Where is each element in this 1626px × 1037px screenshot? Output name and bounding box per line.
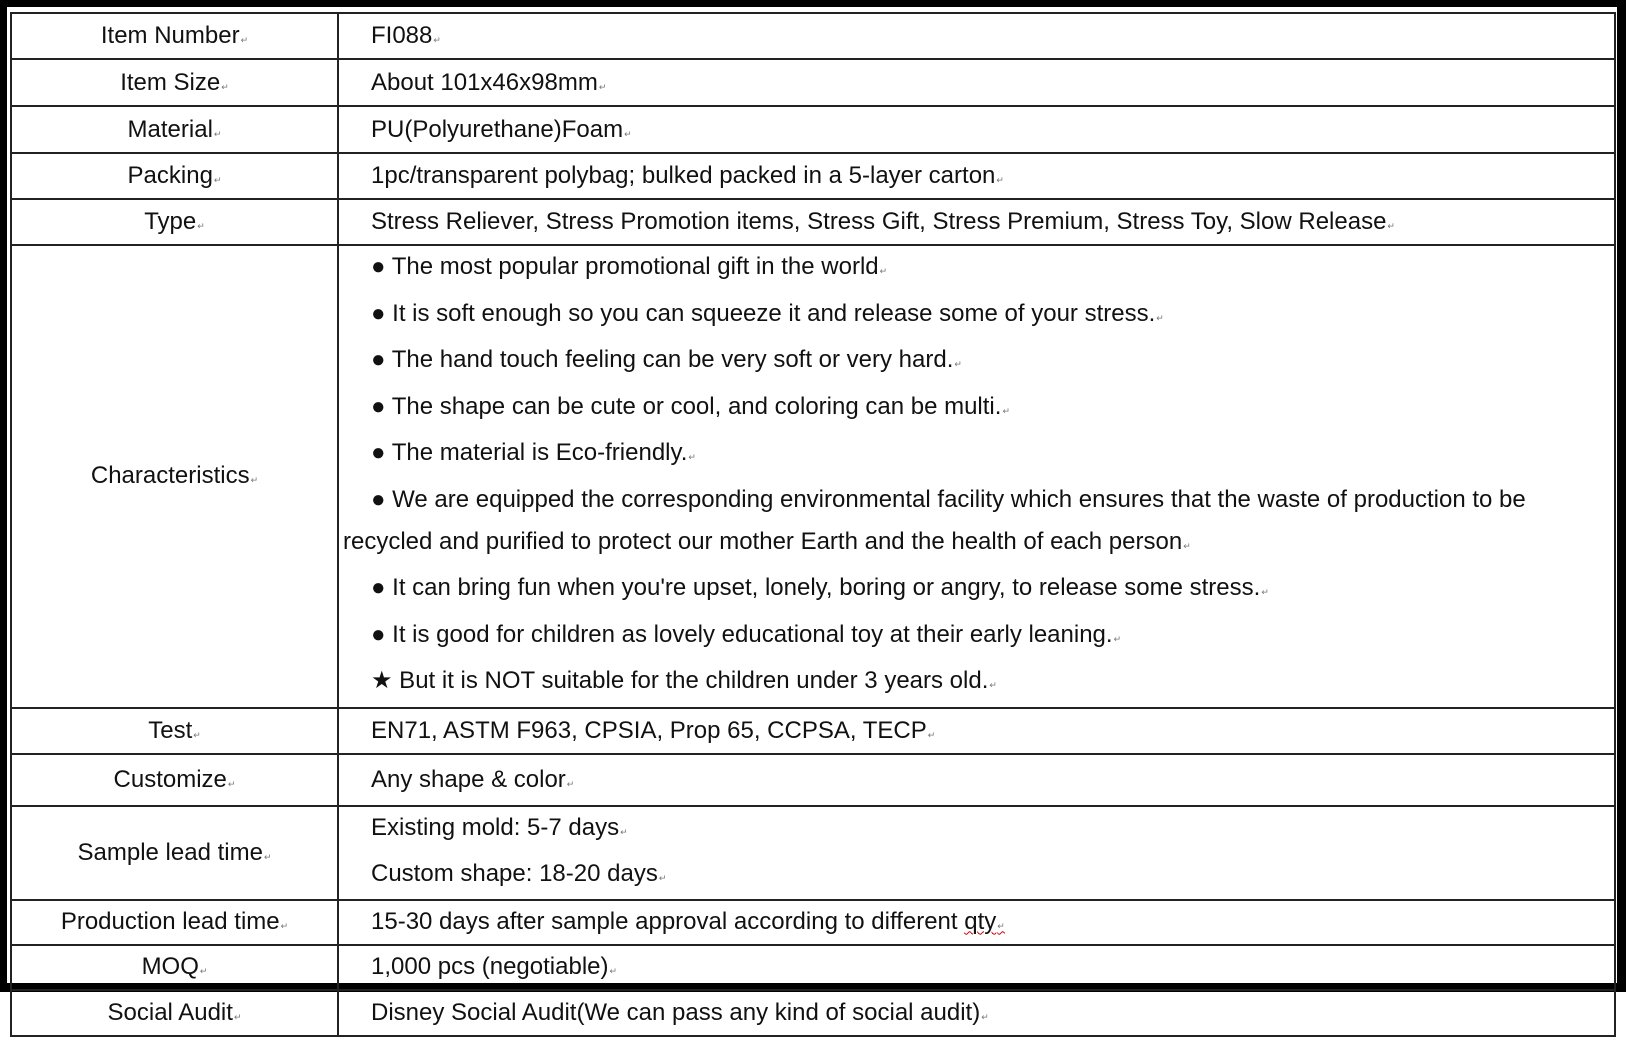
table-row: Production lead time 15-30 days after sa… (10, 898, 1616, 946)
table-row: Customize Any shape & color (10, 752, 1616, 807)
row-label: Material (10, 105, 339, 154)
production-text: 15-30 days after sample approval accordi… (371, 908, 958, 936)
row-label: Item Size (10, 58, 339, 107)
row-label: Test (10, 706, 339, 755)
production-text-tail: qty (964, 908, 1005, 935)
row-value: 1,000 pcs (negotiable) (337, 943, 1616, 991)
list-item: ● It is soft enough so you can squeeze i… (343, 293, 1614, 340)
row-value: Any shape & color (337, 752, 1616, 807)
row-value: FI088 (337, 12, 1616, 60)
row-value: 15-30 days after sample approval accordi… (337, 898, 1616, 946)
product-spec-table: Item Number FI088 Item Size About 101x46… (10, 12, 1616, 1037)
row-label: Characteristics (10, 244, 339, 709)
characteristics-list: ● The most popular promotional gift in t… (337, 244, 1616, 709)
table-row: Test EN71, ASTM F963, CPSIA, Prop 65, CC… (10, 706, 1616, 755)
row-label: Customize (10, 752, 339, 807)
row-value: Disney Social Audit(We can pass any kind… (337, 988, 1616, 1037)
row-label: Sample lead time (10, 804, 339, 901)
list-item: ● It can bring fun when you're upset, lo… (343, 567, 1614, 614)
row-label: MOQ (10, 943, 339, 991)
list-item: ● The hand touch feeling can be very sof… (343, 339, 1614, 386)
row-label: Social Audit (10, 988, 339, 1037)
list-item: ● It is good for children as lovely educ… (343, 614, 1614, 661)
list-item: ● We are equipped the corresponding envi… (343, 479, 1614, 567)
sample-line: Existing mold: 5-7 days (371, 807, 1614, 853)
table-row: MOQ 1,000 pcs (negotiable) (10, 943, 1616, 991)
row-value: Stress Reliever, Stress Promotion items,… (337, 198, 1616, 246)
sample-line: Custom shape: 18-20 days (371, 853, 1614, 899)
row-label: Item Number (10, 12, 339, 60)
table-row: Type Stress Reliever, Stress Promotion i… (10, 198, 1616, 246)
row-label: Packing (10, 152, 339, 200)
row-value: 1pc/transparent polybag; bulked packed i… (337, 152, 1616, 200)
table-row: Packing 1pc/transparent polybag; bulked … (10, 152, 1616, 200)
list-item-warning: ★ But it is NOT suitable for the childre… (343, 660, 1614, 707)
list-item: ● The material is Eco-friendly. (343, 432, 1614, 479)
row-label: Type (10, 198, 339, 246)
table-row: Item Number FI088 (10, 12, 1616, 60)
table-row-characteristics: Characteristics ● The most popular promo… (10, 244, 1616, 709)
table-row: Material PU(Polyurethane)Foam (10, 105, 1616, 154)
row-value: PU(Polyurethane)Foam (337, 105, 1616, 154)
table-row: Item Size About 101x46x98mm (10, 58, 1616, 107)
row-value: EN71, ASTM F963, CPSIA, Prop 65, CCPSA, … (337, 706, 1616, 755)
row-value: Existing mold: 5-7 days Custom shape: 18… (337, 804, 1616, 901)
list-item: ● The most popular promotional gift in t… (343, 246, 1614, 293)
row-value: About 101x46x98mm (337, 58, 1616, 107)
table-row: Sample lead time Existing mold: 5-7 days… (10, 804, 1616, 901)
list-item: ● The shape can be cute or cool, and col… (343, 386, 1614, 433)
row-label: Production lead time (10, 898, 339, 946)
table-row: Social Audit Disney Social Audit(We can … (10, 988, 1616, 1037)
